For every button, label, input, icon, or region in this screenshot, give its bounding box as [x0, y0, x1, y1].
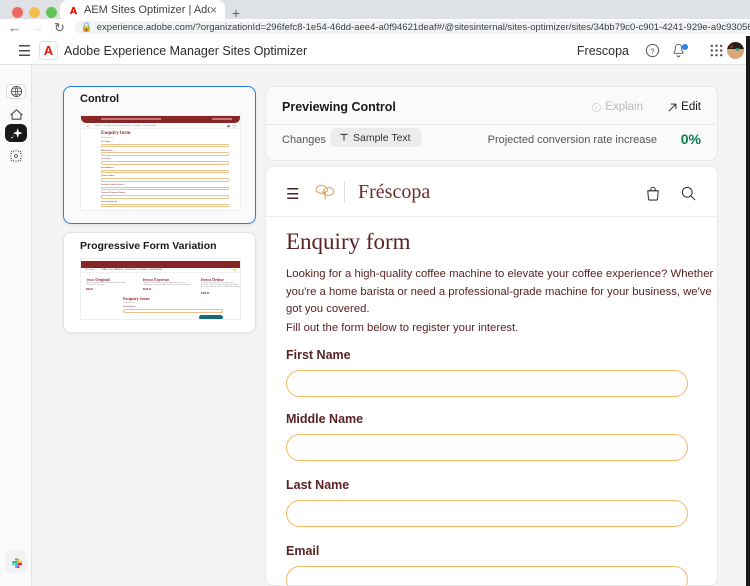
svg-text:i: i — [596, 105, 597, 111]
svg-text:?: ? — [650, 47, 654, 56]
